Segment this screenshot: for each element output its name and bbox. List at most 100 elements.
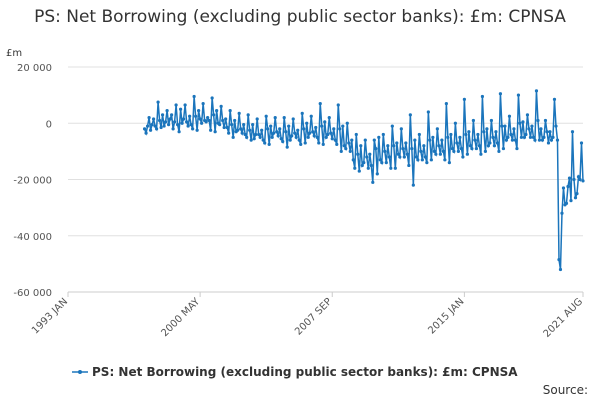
point	[191, 127, 195, 131]
point	[200, 121, 204, 125]
point	[426, 110, 430, 114]
point	[341, 124, 345, 128]
point	[494, 130, 498, 134]
point	[576, 175, 581, 179]
point	[416, 158, 420, 162]
point	[453, 121, 457, 125]
point	[501, 146, 506, 151]
point	[410, 146, 414, 151]
point	[148, 128, 153, 132]
point	[291, 117, 295, 121]
point	[255, 117, 259, 121]
point	[518, 121, 522, 125]
point	[270, 135, 274, 139]
point	[269, 124, 273, 128]
point	[186, 124, 190, 128]
point	[444, 101, 448, 106]
point	[515, 146, 519, 151]
point	[311, 130, 315, 134]
point	[384, 161, 388, 165]
point	[179, 107, 183, 111]
point	[338, 127, 342, 131]
point	[251, 123, 255, 127]
point	[267, 142, 271, 146]
point	[317, 141, 321, 145]
point	[546, 141, 551, 145]
point	[381, 132, 385, 137]
point	[168, 117, 172, 121]
legend-label: PS: Net Borrowing (excluding public sect…	[92, 365, 518, 379]
point	[557, 258, 561, 262]
point	[437, 144, 441, 148]
x-tick-label: 2007 SEP	[293, 296, 334, 337]
point	[296, 128, 300, 132]
point	[336, 103, 340, 107]
point	[209, 128, 213, 132]
point	[279, 137, 283, 141]
point	[545, 130, 549, 134]
point	[524, 132, 528, 137]
point	[536, 118, 540, 123]
point	[165, 108, 169, 113]
point	[489, 118, 494, 123]
point	[354, 132, 358, 137]
point	[447, 161, 451, 165]
point	[356, 152, 360, 156]
point	[248, 128, 252, 132]
point	[297, 138, 301, 142]
point	[492, 144, 497, 148]
point	[273, 116, 277, 120]
point	[378, 158, 382, 162]
point	[192, 94, 196, 99]
point	[150, 123, 154, 127]
point	[263, 141, 267, 145]
point	[420, 158, 424, 162]
point	[154, 127, 159, 131]
x-tick-label: 2000 MAY	[160, 296, 203, 339]
point	[533, 138, 537, 142]
point	[554, 124, 558, 128]
point	[521, 120, 525, 124]
point	[480, 94, 485, 99]
point	[299, 142, 303, 146]
point	[467, 130, 471, 134]
point	[357, 169, 361, 173]
source: Source:	[543, 383, 588, 397]
point	[374, 146, 378, 151]
point	[509, 132, 513, 137]
point	[404, 141, 408, 145]
point	[474, 146, 478, 151]
point	[215, 108, 219, 113]
point	[264, 114, 268, 118]
point	[380, 161, 384, 165]
point	[195, 128, 199, 132]
point	[414, 155, 418, 159]
point	[504, 138, 509, 142]
point	[231, 135, 235, 139]
point	[147, 116, 151, 120]
point	[345, 121, 349, 125]
point	[422, 144, 426, 148]
point	[578, 177, 582, 182]
point	[419, 149, 423, 153]
point	[395, 141, 399, 145]
point	[432, 149, 436, 153]
point	[570, 130, 575, 134]
point	[305, 121, 309, 125]
point	[303, 141, 307, 145]
point	[491, 135, 495, 139]
point	[261, 138, 265, 142]
point	[519, 135, 524, 139]
point	[276, 134, 280, 138]
point	[510, 138, 515, 142]
point	[197, 108, 201, 113]
point	[160, 113, 165, 117]
point	[539, 127, 543, 131]
point	[387, 155, 391, 159]
point	[482, 130, 486, 134]
point	[144, 131, 148, 135]
point	[372, 138, 376, 142]
point	[555, 138, 560, 142]
point	[461, 155, 465, 159]
point	[390, 124, 394, 128]
